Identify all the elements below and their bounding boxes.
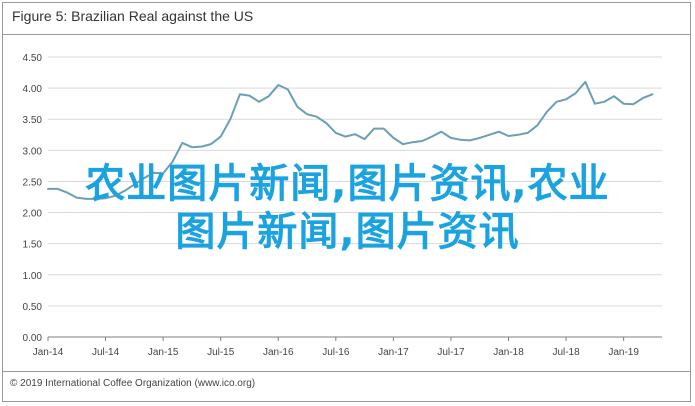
data-point — [239, 93, 241, 95]
data-point — [325, 122, 327, 124]
data-point — [479, 137, 481, 139]
data-point — [632, 103, 634, 105]
data-point — [536, 124, 538, 126]
data-point — [268, 95, 270, 97]
y-tick-label: 2.50 — [23, 177, 43, 188]
watermark-text-line-2: 图片新闻,图片资讯 — [175, 209, 520, 255]
x-tick-label: Jan-14 — [33, 347, 64, 358]
data-point — [651, 93, 653, 95]
watermark-text-line-1: 农业图片新闻,图片资讯,农业 — [85, 161, 610, 207]
data-point — [421, 140, 423, 142]
data-point — [220, 136, 222, 138]
y-tick-label: 0.50 — [23, 302, 43, 313]
data-point — [191, 146, 193, 148]
data-point — [249, 95, 251, 97]
data-point — [450, 137, 452, 139]
data-point — [584, 81, 586, 83]
y-tick-label: 3.00 — [23, 146, 43, 157]
data-point — [392, 137, 394, 139]
x-tick-label: Jul-14 — [92, 347, 120, 358]
data-point — [440, 131, 442, 133]
title-divider — [2, 34, 691, 35]
data-point — [527, 132, 529, 134]
data-point — [469, 139, 471, 141]
data-point — [546, 111, 548, 113]
x-tick-label: Jan-19 — [608, 347, 639, 358]
data-point — [488, 134, 490, 136]
data-point — [517, 134, 519, 136]
y-tick-label: 0.00 — [23, 333, 43, 344]
data-point — [364, 138, 366, 140]
data-point — [306, 113, 308, 115]
footer-divider — [2, 371, 691, 372]
data-point — [229, 118, 231, 120]
data-point — [623, 103, 625, 105]
x-tick-label: Jul-18 — [552, 347, 580, 358]
y-tick-label: 3.50 — [23, 115, 43, 126]
data-point — [508, 135, 510, 137]
figure-frame — [2, 2, 691, 402]
figure-title: Figure 5: Brazilian Real against the US — [12, 8, 254, 24]
data-point — [201, 146, 203, 148]
data-point — [431, 136, 433, 138]
data-point — [498, 131, 500, 133]
x-tick-label: Jul-16 — [322, 347, 350, 358]
data-point — [258, 101, 260, 103]
x-tick-label: Jan-16 — [263, 347, 294, 358]
data-point — [603, 101, 605, 103]
source-footer: © 2019 International Coffee Organization… — [10, 378, 256, 389]
data-point — [594, 103, 596, 105]
x-tick-label: Jan-15 — [148, 347, 179, 358]
series-line-brl-usd — [47, 80, 654, 200]
data-point — [344, 136, 346, 138]
data-point — [460, 139, 462, 141]
data-point — [642, 97, 644, 99]
data-point — [296, 106, 298, 108]
y-tick-label: 1.50 — [23, 240, 43, 251]
data-point — [316, 116, 318, 118]
y-tick-label: 2.00 — [23, 209, 43, 220]
data-point — [181, 142, 183, 144]
data-point — [383, 128, 385, 130]
y-tick-label: 4.00 — [23, 84, 43, 95]
data-point — [412, 141, 414, 143]
data-point — [402, 143, 404, 145]
data-point — [335, 132, 337, 134]
y-tick-label: 4.50 — [23, 53, 43, 64]
data-point — [565, 98, 567, 100]
data-point — [277, 84, 279, 86]
data-point — [287, 88, 289, 90]
x-tick-label: Jan-17 — [378, 347, 409, 358]
data-point — [556, 101, 558, 103]
x-tick-label: Jan-18 — [493, 347, 524, 358]
data-point — [354, 133, 356, 135]
data-point — [210, 143, 212, 145]
x-tick-label: Jul-15 — [207, 347, 235, 358]
data-point — [373, 128, 375, 130]
data-point — [575, 92, 577, 94]
x-tick-label: Jul-17 — [437, 347, 465, 358]
y-tick-label: 1.00 — [23, 271, 43, 282]
data-point — [613, 95, 615, 97]
